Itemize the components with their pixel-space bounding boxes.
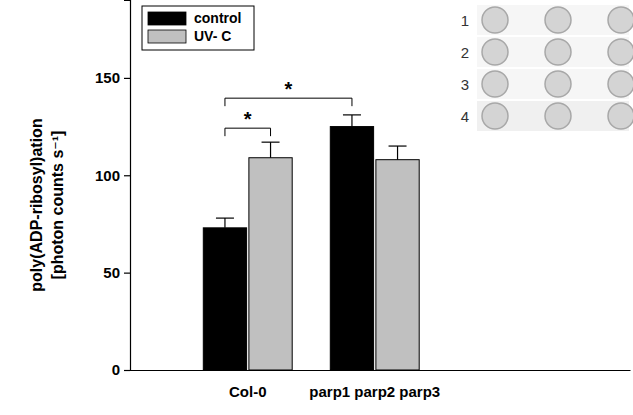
y-axis-line [124,1,131,371]
error-bar-cap [389,145,407,146]
inset-well [545,7,571,33]
y-tick-label: 100 [95,167,120,184]
legend-label: UV- C [194,28,231,44]
y-tick-mark [124,273,130,274]
error-bar [262,142,280,158]
y-axis-title: poly(ADP-ribosyl)ation [28,118,45,291]
inset-well [608,39,633,65]
x-tick: Col-0 [229,370,267,400]
y-tick: 50 [103,264,130,281]
bar [330,127,373,370]
significance: * [225,78,352,106]
inset-well [608,7,633,33]
y-tick: 100 [95,167,130,184]
inset-row [477,101,629,131]
inset-label: 1 [461,12,469,29]
y-tick-mark [124,370,130,371]
error-bar [343,115,361,127]
error-bar-cap [216,218,234,219]
inset-row [477,5,629,35]
error-bar-cap [262,142,280,143]
bar [203,228,246,370]
significance-label: * [244,108,252,130]
y-tick-label: 150 [95,69,120,86]
inset-well [482,71,508,97]
legend-label: control [194,10,241,26]
x-axis: Col-0 parp1 parp2 parp3 [131,370,631,400]
inset-row [477,37,629,67]
error-bar-stem [270,142,271,158]
inset-well [482,39,508,65]
bar [376,160,419,370]
y-tick-label: 50 [103,264,120,281]
y-axis-title: [photon counts s⁻¹] [49,131,66,280]
inset-well [545,71,571,97]
error-bar-cap [343,114,361,115]
significance-label: * [285,78,293,100]
inset-well [608,103,633,129]
error-bar [216,218,234,228]
y-axis: 0 50 100 150 [95,1,131,379]
error-bar [389,146,407,160]
inset-label: 4 [461,108,469,125]
y-tick-label: 0 [112,361,120,378]
inset-well [545,103,571,129]
x-tick-label: parp1 parp2 parp3 [309,383,440,400]
legend-frame [142,6,254,50]
inset: 1 2 3 4 [455,4,633,136]
bar [249,158,292,370]
legend: control UV- C [142,6,254,50]
inset-label: 3 [461,76,469,93]
legend-swatch [148,12,186,25]
inset-well [608,71,633,97]
inset-label: 2 [461,44,469,61]
y-tick-mark [124,175,130,176]
inset-well [545,39,571,65]
error-bar-stem [224,218,225,228]
y-tick: 150 [95,69,130,86]
y-tick-mark [124,78,130,79]
x-tick-label: Col-0 [229,383,267,400]
significance: * [225,108,271,136]
error-bar-stem [397,146,398,160]
chart: 0 50 100 150 Col-0 parp1 parp2 parp3 poly(ADP-… [0,0,633,415]
inset-row [477,69,629,99]
error-bar-stem [351,115,352,127]
x-tick: parp1 parp2 parp3 [309,370,440,400]
inset-well [482,7,508,33]
plot-area [203,115,419,370]
inset-background [455,4,631,136]
legend-swatch [148,30,186,43]
inset-well [482,103,508,129]
x-axis-line [131,370,631,371]
y-tick: 0 [112,361,130,378]
